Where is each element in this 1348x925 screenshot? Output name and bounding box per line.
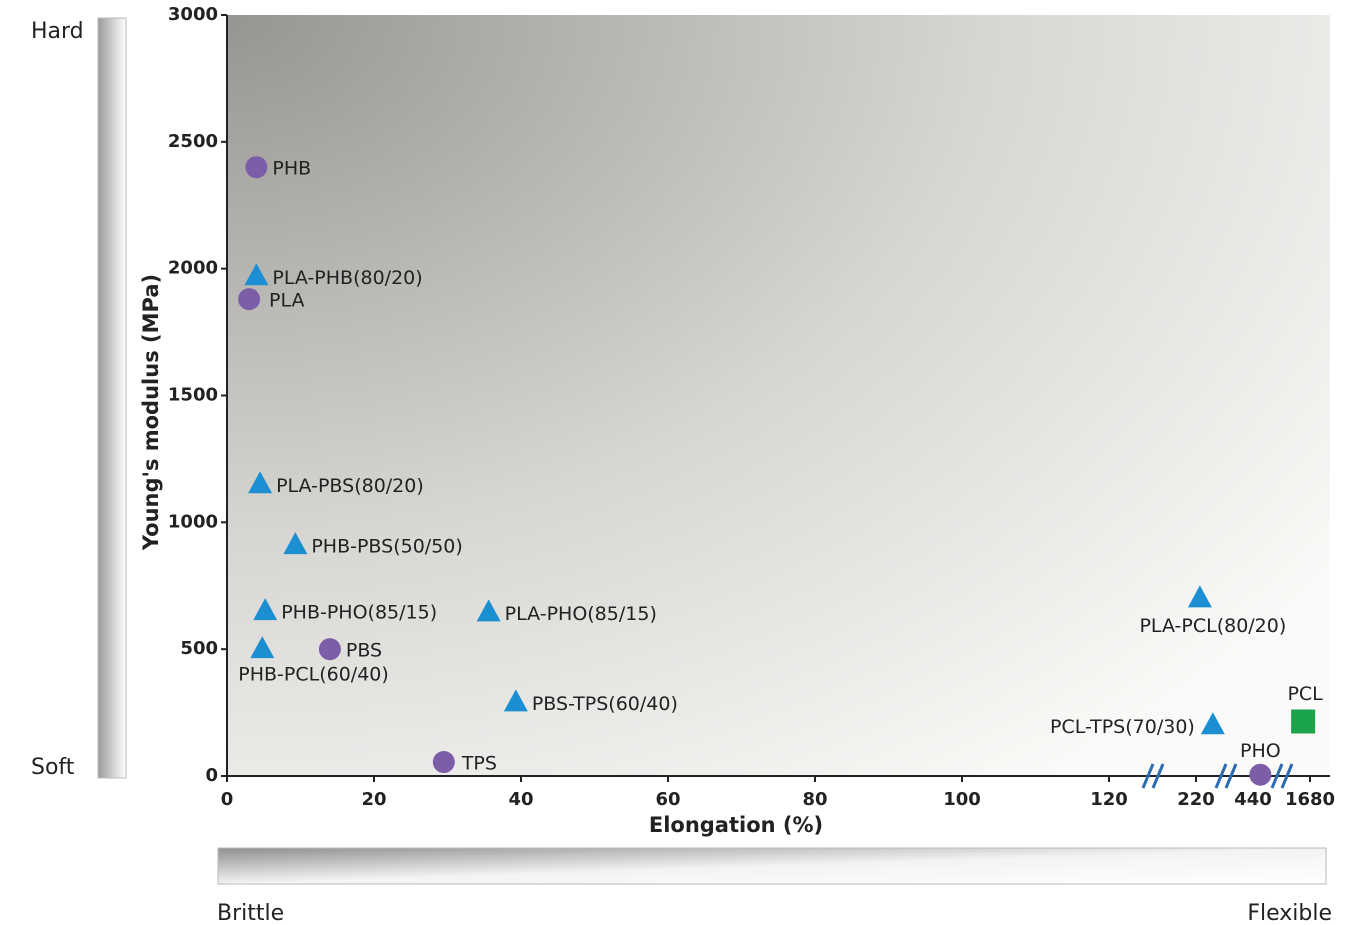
x-tick-label: 220 — [1177, 789, 1215, 810]
axis-break — [1151, 763, 1165, 789]
point-label: PLA-PHB(80/20) — [272, 267, 422, 289]
point-label: PLA-PBS(80/20) — [276, 475, 424, 497]
hard-label: Hard — [31, 19, 84, 44]
point-label: PHB — [272, 158, 311, 180]
plot-background — [227, 15, 1330, 775]
point — [503, 689, 528, 712]
x-tick-label: 100 — [943, 789, 981, 810]
point-label: PLA — [269, 290, 304, 312]
point-label: PCL-TPS(70/30) — [1050, 716, 1195, 738]
brittle-label: Brittle — [217, 901, 284, 925]
point — [283, 532, 308, 555]
x-tick-label: 80 — [802, 789, 827, 810]
point-label: TPS — [461, 753, 497, 775]
point — [245, 156, 268, 179]
axis-break — [1214, 763, 1228, 789]
axis-break — [1280, 763, 1294, 789]
point — [432, 751, 455, 774]
point — [238, 288, 261, 311]
y-tick-label: 0 — [205, 765, 218, 786]
point-label: PHB-PCL(60/40) — [238, 664, 389, 686]
hardness-bar — [97, 17, 127, 779]
point-label: PCL — [1287, 683, 1323, 705]
axis-break — [1270, 763, 1284, 789]
point — [253, 598, 278, 621]
point-label: PHB-PHO(85/15) — [281, 602, 437, 624]
axis-break — [1224, 763, 1238, 789]
x-tick-label: 440 — [1234, 789, 1272, 810]
y-tick-label: 3000 — [168, 4, 218, 25]
point — [1249, 763, 1272, 786]
point — [250, 636, 275, 659]
x-tick-label: 120 — [1090, 789, 1128, 810]
flexibility-bar — [217, 847, 1327, 885]
axis-break — [1141, 763, 1155, 789]
point-label: PBS-TPS(60/40) — [532, 693, 678, 715]
x-tick-label: 60 — [655, 789, 680, 810]
y-tick-label: 500 — [180, 638, 218, 659]
y-axis-label: Young's modulus (MPa) — [139, 274, 163, 551]
point — [318, 638, 341, 661]
point-label: PBS — [346, 640, 382, 662]
point-label: PHO — [1240, 740, 1281, 762]
soft-label: Soft — [31, 755, 75, 780]
point — [476, 599, 501, 622]
x-tick-label: 20 — [361, 789, 386, 810]
flexible-label: Flexible — [1247, 901, 1332, 925]
x-tick-label: 1680 — [1285, 789, 1335, 810]
x-tick-label: 40 — [508, 789, 533, 810]
point — [248, 471, 273, 494]
point — [1291, 709, 1316, 734]
point-label: PLA-PCL(80/20) — [1139, 615, 1286, 637]
y-tick-label: 1500 — [168, 385, 218, 406]
y-tick-label: 2500 — [168, 131, 218, 152]
point — [1187, 585, 1212, 608]
point — [1200, 712, 1225, 735]
x-tick-label: 0 — [221, 789, 234, 810]
point — [244, 263, 269, 286]
y-tick-label: 2000 — [168, 258, 218, 279]
x-axis-label: Elongation (%) — [649, 813, 823, 837]
point-label: PLA-PHO(85/15) — [505, 603, 657, 625]
y-tick-label: 1000 — [168, 511, 218, 532]
point-label: PHB-PBS(50/50) — [311, 536, 462, 558]
